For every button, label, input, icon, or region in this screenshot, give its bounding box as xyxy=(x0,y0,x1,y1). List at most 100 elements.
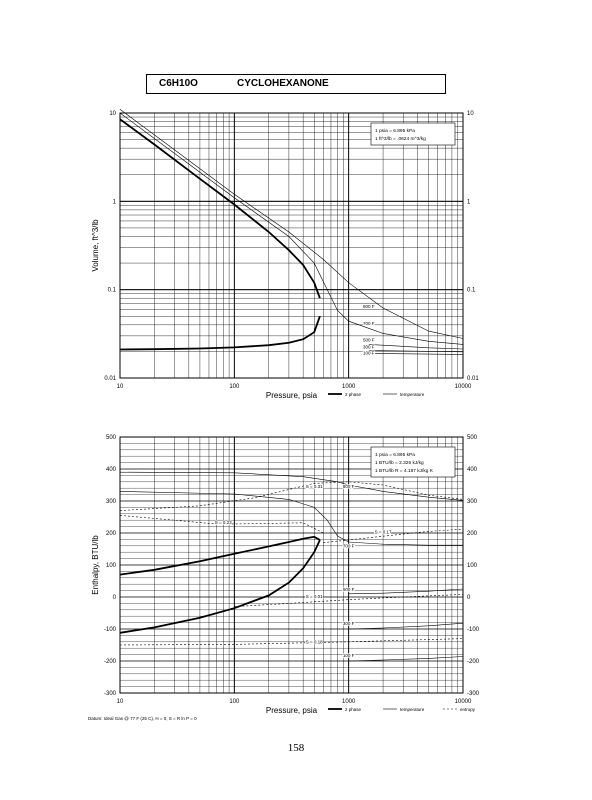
series-label-s-0-17: S = 0.17 xyxy=(375,530,392,535)
y-tick-label: 300 xyxy=(106,499,117,505)
volume-pressure-chart: 10 100 1000 10000 0.01 0.01 0.1 0.1 1 1 10 10 Pressu… xyxy=(91,109,479,400)
series-700-f xyxy=(119,491,463,546)
series-label-100-f: 100 F xyxy=(363,350,375,355)
conversion-note: 1 psia = 6.895 kPa 1 BTU/lb = 2.326 kJ/kg… xyxy=(370,446,456,478)
x-axis-label: Pressure, psia xyxy=(266,706,318,715)
note-line: 1 BTU/lb R = 4.187 kJ/kg K xyxy=(375,468,434,474)
series-label-500-f: 500 F xyxy=(363,337,375,342)
note-line: 1 BTU/lb = 2.326 kJ/kg xyxy=(375,460,424,466)
series-label-300-f: 300 F xyxy=(343,621,355,626)
series-labels: 800 F 700 F 500 F 300 F 100 F S = 0.31 S = 0.2… xyxy=(214,483,393,659)
conversion-note: 1 psia = 6.895 kPa 1 ft^3/lb = .0624 m^3/… xyxy=(370,122,456,146)
series-s-0-18 xyxy=(119,638,464,646)
series-label-500-f: 500 F xyxy=(343,587,355,592)
y-tick-label: 500 xyxy=(106,435,117,441)
plot-frame xyxy=(119,112,464,379)
y-tick-label-right: 300 xyxy=(467,499,478,505)
x-tick-label: 10000 xyxy=(455,699,472,705)
x-tick-label: 10000 xyxy=(455,384,472,390)
y-tick-label: 400 xyxy=(106,467,117,473)
title-box: C6H10O CYCLOHEXANONE xyxy=(146,74,446,94)
x-tick-label: 10 xyxy=(117,384,124,390)
series-s-0-17 xyxy=(323,528,464,543)
series-300-f xyxy=(348,622,464,630)
x-tick-label: 1000 xyxy=(342,384,356,390)
series-100-f xyxy=(368,353,464,355)
series-s-0-01 xyxy=(234,594,464,607)
note-line: 1 psia = 6.895 kPa xyxy=(375,452,415,458)
legend-label: temperature xyxy=(400,392,425,397)
series-saturated-liquid xyxy=(119,315,321,351)
y-tick-label-right: 0.1 xyxy=(467,288,476,294)
series-saturated-vapor xyxy=(119,118,321,299)
note-line: 1 ft^3/lb = .0624 m^3/kg xyxy=(375,136,426,142)
y-tick-label: -100 xyxy=(104,627,117,633)
series-300-f xyxy=(368,350,464,353)
series-800-f xyxy=(119,471,464,501)
series-saturated-liquid xyxy=(119,539,321,634)
series-label-s-0-18: S = 0.18 xyxy=(306,639,323,644)
y-tick-label-right: -200 xyxy=(467,659,480,665)
series-500-f xyxy=(348,588,464,595)
legend-label: 2 phase xyxy=(345,392,362,397)
y-tick-label-right: 1 xyxy=(467,199,471,205)
y-tick-label: 0 xyxy=(113,595,117,601)
y-tick-label: 200 xyxy=(106,531,117,537)
note-box xyxy=(370,446,456,478)
y-tick-label-right: 10 xyxy=(467,111,474,117)
y-tick-label-right: 200 xyxy=(467,531,478,537)
chemical-name: CYCLOHEXANONE xyxy=(237,78,329,89)
x-tick-label: 100 xyxy=(229,699,240,705)
y-tick-label-right: 400 xyxy=(467,467,478,473)
series-label-800-f: 800 F xyxy=(343,484,355,489)
y-tick-label: -300 xyxy=(104,691,117,697)
legend-label: entropy xyxy=(460,707,476,712)
x-tick-label: 100 xyxy=(229,384,240,390)
legend-label: 2 phase xyxy=(345,707,362,712)
y-tick-label-right: 500 xyxy=(467,435,478,441)
legend: 2 phase temperature entropy xyxy=(328,707,476,712)
series-label-s-0-31: S = 0.31 xyxy=(306,484,323,489)
page-number: 158 xyxy=(287,742,305,754)
y-tick-label-right: 0.01 xyxy=(467,376,479,382)
series-500-f xyxy=(368,344,464,350)
y-tick-label: 0.1 xyxy=(108,288,117,294)
series-label-s-0-01: S = 0.01 xyxy=(306,594,323,599)
tick-labels: 10 100 1000 10000 -300 -300 -200 -200 -100 -100 0 0… xyxy=(104,435,480,705)
series-800-f xyxy=(119,109,464,339)
tick-labels: 10 100 1000 10000 0.01 0.01 0.1 0.1 1 1 10 10 xyxy=(104,111,479,390)
y-tick-label: 100 xyxy=(106,563,117,569)
x-tick-label: 10 xyxy=(117,699,124,705)
series-saturated-vapor xyxy=(119,535,321,576)
chemical-formula: C6H10O xyxy=(159,78,198,89)
legend: 2 phase temperature xyxy=(328,392,425,397)
legend-label: temperature xyxy=(400,707,425,712)
y-tick-label-right: 100 xyxy=(467,563,478,569)
y-tick-label-right: -300 xyxy=(467,691,480,697)
y-tick-label-right: 0 xyxy=(467,595,471,601)
note-line: 1 psia = 6.895 kPa xyxy=(375,128,415,134)
series-100-f xyxy=(348,656,464,662)
series-lines xyxy=(119,109,464,355)
series-label-700-f: 700 F xyxy=(363,321,375,326)
x-axis-label: Pressure, psia xyxy=(266,391,318,400)
y-tick-label: 1 xyxy=(113,199,117,205)
x-tick-label: 1000 xyxy=(342,699,356,705)
series-label-300-f: 300 F xyxy=(363,345,375,350)
y-tick-label: -200 xyxy=(104,659,117,665)
series-s-0-31 xyxy=(119,481,464,511)
plot-frame xyxy=(119,436,464,694)
y-axis-label: Volume, ft^3/lb xyxy=(91,219,100,272)
series-label-700-f: 700 F xyxy=(343,543,355,548)
y-tick-label: 10 xyxy=(109,111,116,117)
enthalpy-pressure-chart: 10 100 1000 10000 -300 -300 -200 -200 -100 -100 0 0… xyxy=(88,435,480,721)
note-box xyxy=(370,122,456,146)
series-lines xyxy=(119,471,464,662)
y-tick-label-right: -100 xyxy=(467,627,480,633)
series-label-s-0-23: S = 0.23 xyxy=(215,520,232,525)
series-label-800-f: 800 F xyxy=(363,304,375,309)
series-label-100-f: 100 F xyxy=(343,653,355,658)
y-axis-label: Enthalpy, BTU/lb xyxy=(91,535,100,595)
series-700-f xyxy=(119,112,464,345)
